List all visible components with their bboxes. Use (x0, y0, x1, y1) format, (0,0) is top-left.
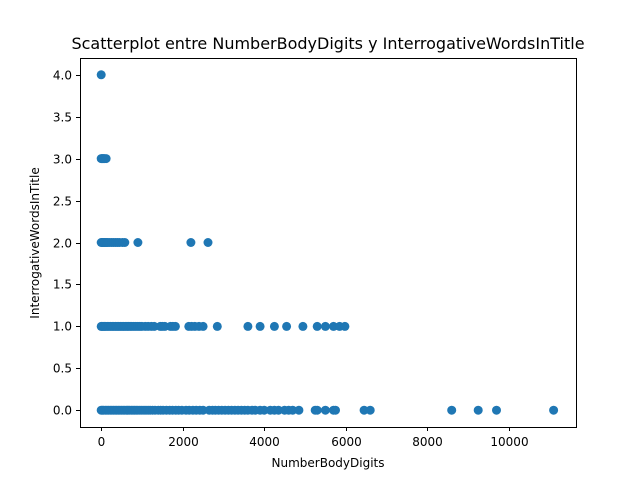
data-point (331, 405, 340, 415)
y-tick-label: 0.5 (53, 362, 72, 376)
x-axis: 0 2000 4000 6000 8000 10000 (98, 427, 529, 449)
chart-title: Scatterplot entre NumberBodyDigits y Int… (71, 34, 584, 53)
data-point (549, 405, 559, 415)
data-point (120, 238, 130, 247)
y-tick-label: 4.0 (53, 69, 72, 83)
data-point (298, 321, 308, 331)
data-point (255, 321, 265, 331)
x-tick-label: 8000 (412, 435, 443, 449)
x-tick-label: 4000 (249, 435, 280, 449)
data-point (96, 70, 106, 80)
x-tick-label: 6000 (331, 435, 362, 449)
y-tick-label: 3.0 (53, 153, 72, 167)
data-point (212, 321, 222, 331)
y-tick-label: 2.0 (53, 237, 72, 251)
data-point (170, 321, 180, 331)
x-axis-label: NumberBodyDigits (272, 456, 385, 470)
data-point (198, 321, 208, 331)
data-point (473, 405, 483, 415)
plot-points (96, 70, 559, 415)
data-point (203, 238, 213, 247)
data-point (320, 321, 330, 331)
y-tick-label: 3.5 (53, 111, 72, 125)
x-tick-label: 2000 (168, 435, 199, 449)
data-point (269, 321, 279, 331)
y-axis: 0.0 0.5 1.0 1.5 2.0 2.5 3.0 3.5 4.0 (53, 69, 80, 418)
y-tick-label: 1.5 (53, 278, 72, 292)
y-axis-label: InterrogativeWordsInTitle (28, 167, 42, 318)
data-point (312, 321, 322, 331)
data-point (288, 405, 298, 415)
data-point (447, 405, 457, 415)
x-tick-label: 0 (98, 435, 106, 449)
y-tick-label: 2.5 (53, 195, 72, 209)
data-point (365, 405, 375, 415)
data-point (243, 321, 253, 331)
data-point (312, 405, 322, 415)
data-point (101, 154, 111, 164)
data-point (340, 321, 350, 331)
data-point (492, 405, 501, 415)
x-tick-label: 10000 (490, 435, 528, 449)
data-point (186, 238, 196, 247)
data-point (282, 321, 292, 331)
data-point (133, 238, 143, 247)
data-point (320, 405, 330, 415)
y-tick-label: 0.0 (53, 404, 72, 418)
plot-frame (80, 58, 577, 428)
y-tick-label: 1.0 (53, 320, 72, 334)
data-point (294, 405, 304, 415)
